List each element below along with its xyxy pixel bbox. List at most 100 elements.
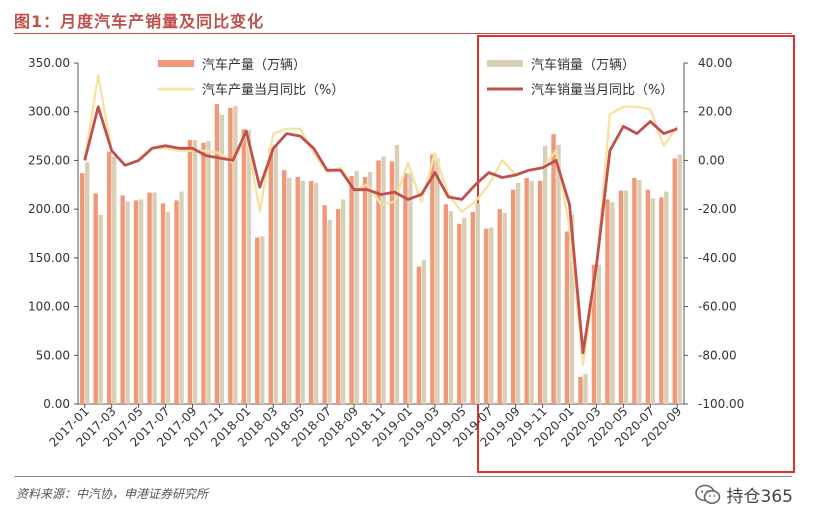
- sales-bar: [179, 191, 184, 404]
- sales-bar: [475, 203, 480, 404]
- production-bar: [537, 180, 543, 404]
- production-bar: [443, 204, 449, 404]
- sales-bar: [677, 154, 682, 404]
- production-bar: [282, 170, 287, 404]
- legend-swatch: [158, 60, 194, 67]
- production-bar: [484, 228, 489, 404]
- production-bar: [295, 176, 300, 404]
- production-bar: [228, 107, 233, 405]
- sales-bar: [489, 227, 494, 404]
- sales-bar: [340, 199, 346, 404]
- source-rule: [14, 476, 792, 477]
- sales-bar: [664, 191, 669, 404]
- legend-label: 汽车产量当月同比（%）: [202, 82, 344, 98]
- sales-bar: [583, 373, 588, 404]
- production-bar: [201, 142, 206, 405]
- production-bar: [470, 212, 475, 404]
- production-bar: [335, 209, 341, 404]
- y-right-tick-label: -20.00: [698, 202, 737, 216]
- legend-swatch: [487, 60, 523, 67]
- production-bar: [605, 199, 610, 404]
- production-bar: [214, 103, 220, 405]
- sales-bar: [623, 190, 629, 404]
- sales-bar: [165, 212, 171, 404]
- y-left-tick-label: 350.00: [28, 56, 70, 70]
- sales-bar: [192, 139, 198, 404]
- sales-bar: [462, 217, 467, 404]
- production-bar: [403, 173, 408, 404]
- sales-bar: [327, 219, 332, 404]
- sales-bar: [502, 213, 507, 404]
- sales-bar: [367, 172, 373, 404]
- production-bar: [578, 376, 583, 404]
- production-bar: [376, 160, 381, 404]
- y-left-tick-label: 100.00: [28, 300, 70, 314]
- sales-bar: [515, 182, 521, 404]
- production-bar: [147, 192, 152, 404]
- sales-bar: [637, 179, 642, 404]
- production-bar: [497, 209, 502, 404]
- production-bar: [430, 154, 435, 404]
- y-left-tick-label: 300.00: [28, 105, 70, 119]
- y-right-tick-label: -40.00: [698, 251, 737, 265]
- sales-bar: [381, 156, 386, 404]
- sales-bar: [287, 177, 292, 404]
- sales-bar: [542, 145, 548, 405]
- sales-bar: [152, 192, 157, 404]
- production-bar: [120, 195, 125, 404]
- production-bar: [416, 266, 422, 404]
- sales-bar: [206, 140, 211, 404]
- production-bar: [349, 176, 354, 404]
- y-right-tick-label: -80.00: [698, 348, 737, 362]
- watermark-text: 持仓365: [726, 487, 793, 507]
- sales-bar: [610, 202, 615, 404]
- sales-bar: [273, 145, 278, 405]
- production-bar: [659, 197, 664, 404]
- production-bar: [645, 189, 651, 404]
- y-right-tick-label: 40.00: [698, 56, 732, 70]
- sales-bar: [529, 180, 534, 404]
- production-bar: [80, 173, 85, 404]
- production-bar: [672, 158, 677, 404]
- sales-bar: [394, 144, 400, 404]
- production-bar: [241, 129, 247, 404]
- production-bar: [618, 190, 624, 404]
- production-bar: [510, 189, 516, 404]
- y-left-tick-label: 150.00: [28, 251, 70, 265]
- production-bar: [457, 223, 462, 404]
- legend-label: 汽车产量（万辆）: [202, 57, 306, 73]
- production-bar: [524, 177, 529, 404]
- sales-yoy-line: [83, 105, 678, 355]
- production-bar: [106, 151, 112, 404]
- production-bar: [322, 205, 327, 404]
- sales-bar: [435, 158, 440, 404]
- y-right-tick-label: -60.00: [698, 300, 737, 314]
- production-bar: [160, 203, 166, 404]
- sales-bar: [85, 162, 90, 404]
- production-bar: [187, 139, 193, 404]
- sales-bar: [125, 201, 130, 404]
- production-bar: [268, 147, 273, 404]
- y-left-tick-label: 50.00: [36, 348, 70, 362]
- sales-bar: [650, 198, 656, 404]
- source-note: 资料来源：中汽协，申港证券研究所: [16, 487, 209, 501]
- production-bar: [632, 177, 637, 404]
- y-right-tick-label: -100.00: [698, 397, 744, 411]
- production-yoy-line: [83, 74, 679, 367]
- y-right-tick-label: 20.00: [698, 105, 732, 119]
- sales-bar: [596, 264, 602, 404]
- sales-bar: [246, 130, 252, 404]
- title-rule: [14, 33, 792, 34]
- watermark: 持仓365: [694, 482, 793, 507]
- production-bar: [551, 134, 556, 404]
- y-left-tick-label: 250.00: [28, 153, 70, 167]
- sales-bar: [408, 173, 413, 404]
- production-bar: [174, 200, 179, 404]
- production-bar: [308, 180, 314, 404]
- production-bar: [389, 161, 395, 404]
- sales-bar: [260, 236, 265, 404]
- sales-bar: [219, 114, 225, 404]
- sales-bar: [569, 214, 575, 404]
- wechat-icon: [694, 484, 720, 504]
- legend-label: 汽车销量（万辆）: [531, 57, 635, 73]
